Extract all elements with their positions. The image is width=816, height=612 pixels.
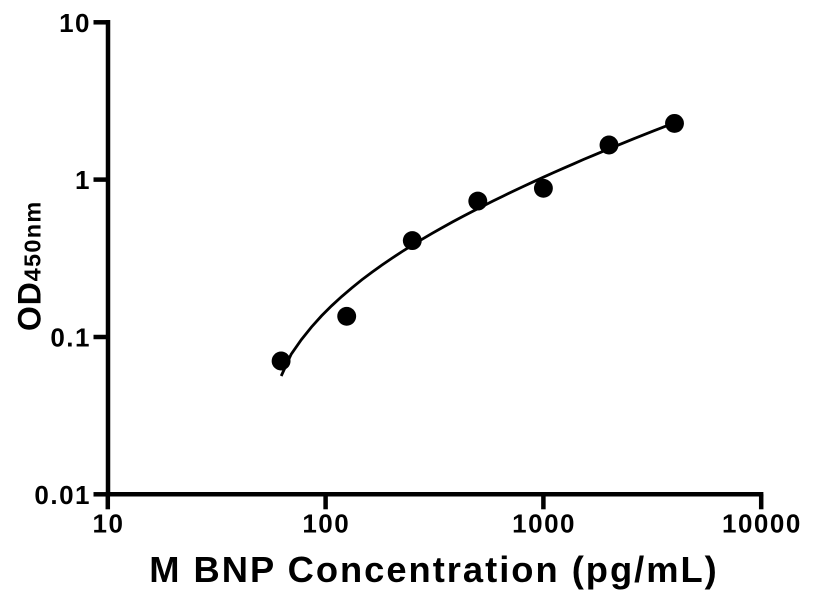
svg-text:0.1: 0.1 <box>50 323 91 353</box>
svg-text:10000: 10000 <box>722 509 802 539</box>
svg-text:100: 100 <box>302 509 350 539</box>
svg-text:10: 10 <box>93 509 125 539</box>
svg-text:M BNP Concentration (pg/mL): M BNP Concentration (pg/mL) <box>149 549 719 590</box>
svg-text:0.01: 0.01 <box>34 480 91 510</box>
svg-text:10: 10 <box>59 8 91 38</box>
svg-text:1: 1 <box>75 165 91 195</box>
svg-text:1000: 1000 <box>512 509 576 539</box>
